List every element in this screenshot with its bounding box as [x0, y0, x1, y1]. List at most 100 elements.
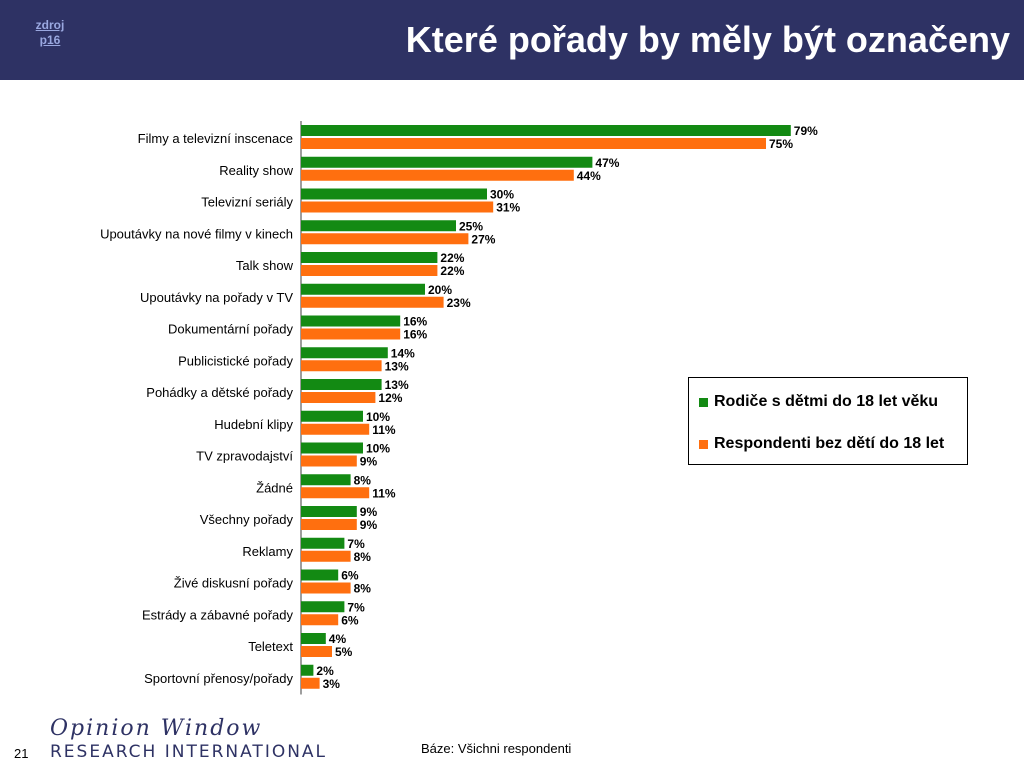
bar-series-2 — [301, 614, 339, 626]
category-label: Upoutávky na pořady v TV — [140, 290, 293, 305]
category-label: Všechny pořady — [200, 512, 294, 527]
bar-series-2 — [301, 646, 332, 657]
legend-label-series-2: Respondenti bez dětí do 18 let — [714, 435, 945, 452]
bar-series-1 — [301, 347, 388, 359]
bar-series-1 — [301, 379, 382, 390]
bar-series-1 — [301, 220, 456, 232]
data-label-series-1: 8% — [354, 473, 372, 487]
category-label: Talk show — [236, 258, 294, 273]
bar-series-1 — [301, 188, 487, 200]
data-label-series-1: 7% — [347, 600, 365, 614]
bar-series-1 — [301, 156, 593, 168]
legend-swatch-series-1 — [699, 397, 708, 407]
category-label: TV zpravodajství — [196, 449, 293, 464]
data-label-series-2: 8% — [354, 550, 372, 564]
data-label-series-1: 30% — [490, 188, 514, 202]
data-label-series-1: 22% — [440, 251, 464, 265]
category-label: Hudební klipy — [214, 417, 293, 432]
data-label-series-2: 44% — [577, 169, 601, 183]
category-label: Filmy a televizní inscenace — [138, 131, 293, 146]
bar-series-2 — [301, 169, 574, 181]
data-label-series-2: 75% — [769, 137, 793, 151]
category-label: Sportovní přenosy/pořady — [144, 671, 293, 686]
data-label-series-2: 27% — [471, 232, 495, 246]
bar-series-2 — [301, 677, 320, 689]
data-label-series-2: 16% — [403, 328, 427, 342]
data-label-series-2: 9% — [360, 518, 378, 532]
data-label-series-1: 9% — [360, 505, 378, 519]
data-label-series-1: 25% — [459, 219, 483, 233]
title-bar: zdroj p16 Které pořady by měly být označ… — [0, 0, 1024, 80]
legend-label-series-1: Rodiče s dětmi do 18 let věku — [714, 393, 939, 410]
data-label-series-2: 12% — [378, 391, 402, 405]
bar-series-1 — [301, 569, 339, 581]
category-label: Pohádky a dětské pořady — [146, 385, 293, 400]
bar-series-1 — [301, 474, 351, 486]
category-label: Reklamy — [242, 544, 293, 559]
data-label-series-2: 11% — [372, 486, 396, 500]
bar-series-1 — [301, 442, 363, 454]
source-link[interactable]: zdroj p16 — [22, 18, 78, 48]
data-label-series-1: 16% — [403, 315, 427, 329]
data-label-series-1: 2% — [316, 664, 334, 678]
data-label-series-2: 13% — [385, 359, 409, 373]
data-label-series-1: 10% — [366, 410, 390, 424]
bar-series-1 — [301, 601, 345, 613]
bar-series-2 — [301, 138, 766, 149]
bar-series-2 — [301, 550, 351, 562]
source-page[interactable]: p16 — [39, 33, 61, 47]
bar-series-2 — [301, 296, 444, 308]
data-label-series-2: 23% — [447, 296, 471, 310]
data-label-series-1: 14% — [391, 346, 415, 360]
bar-series-2 — [301, 519, 357, 530]
data-label-series-1: 47% — [595, 156, 619, 170]
bar-series-1 — [301, 283, 425, 295]
slide-number: 21 — [14, 746, 29, 761]
data-label-series-1: 7% — [347, 537, 365, 551]
data-label-series-2: 3% — [323, 677, 341, 691]
category-label: Žádné — [256, 480, 293, 495]
legend-swatch-series-2 — [699, 439, 708, 449]
data-label-series-1: 10% — [366, 442, 390, 456]
data-label-series-2: 8% — [354, 582, 372, 596]
data-label-series-1: 20% — [428, 283, 452, 297]
category-label: Teletext — [248, 639, 293, 654]
bar-series-2 — [301, 201, 494, 213]
category-label: Živé diskusní pořady — [174, 576, 294, 591]
bar-series-2 — [301, 423, 370, 435]
category-label: Estrády a zábavné pořady — [142, 607, 294, 622]
bar-series-1 — [301, 506, 357, 517]
bar-series-2 — [301, 392, 376, 403]
bar-series-2 — [301, 233, 469, 245]
bar-series-1 — [301, 315, 401, 327]
category-label: Televizní seriály — [201, 195, 293, 210]
data-label-series-2: 11% — [372, 423, 396, 437]
data-label-series-2: 31% — [496, 201, 520, 215]
legend-entry-series-1: Rodiče s dětmi do 18 let věku — [699, 392, 938, 412]
bar-series-2 — [301, 455, 357, 467]
bar-series-2 — [301, 360, 382, 372]
data-label-series-2: 5% — [335, 645, 353, 659]
bar-series-1 — [301, 664, 314, 676]
data-label-series-2: 9% — [360, 455, 378, 469]
base-note: Báze: Všichni respondenti — [421, 741, 572, 756]
bar-series-1 — [301, 537, 345, 549]
category-label: Upoutávky na nové filmy v kinech — [100, 226, 293, 241]
data-label-series-1: 13% — [385, 378, 409, 392]
legend-entry-series-2: Respondenti bez dětí do 18 let — [699, 434, 944, 454]
logo-script-text: Opinion Window — [50, 716, 263, 741]
bar-series-2 — [301, 328, 401, 340]
category-label: Reality show — [219, 163, 293, 178]
source-label[interactable]: zdroj — [35, 18, 65, 32]
bar-series-2 — [301, 582, 351, 594]
data-label-series-2: 22% — [440, 264, 464, 278]
chart-legend: Rodiče s dětmi do 18 let věku Respondent… — [688, 377, 968, 465]
logo-wordmark: RESEARCH INTERNATIONAL — [50, 742, 328, 762]
data-label-series-1: 79% — [794, 124, 818, 138]
bar-series-2 — [301, 265, 438, 276]
bar-series-1 — [301, 125, 791, 136]
bar-series-2 — [301, 487, 370, 499]
bar-series-1 — [301, 633, 326, 644]
data-label-series-1: 6% — [341, 569, 359, 583]
